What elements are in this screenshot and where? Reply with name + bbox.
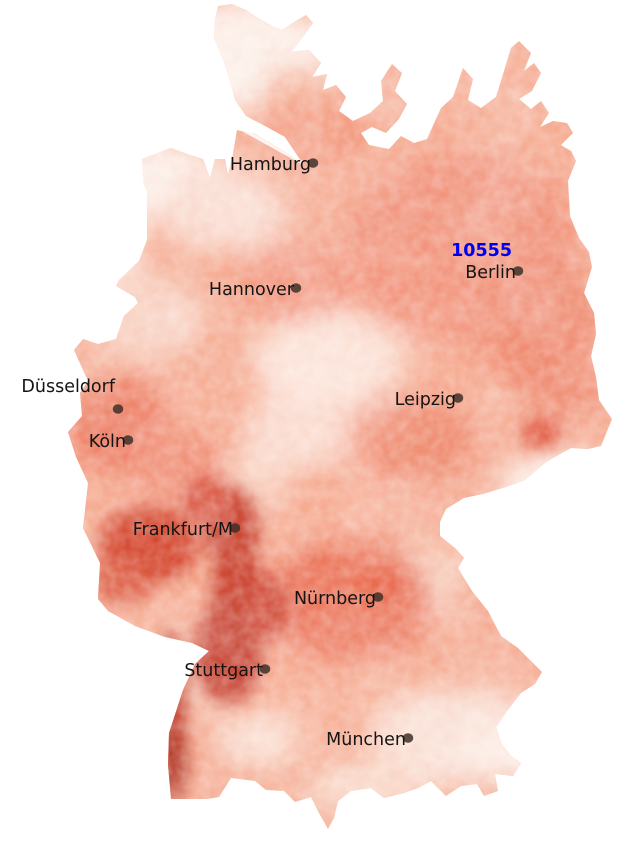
city-label: Nürnberg <box>294 589 376 609</box>
city-layer: Hamburg Berlin Hannover Düsseldorf Köln … <box>21 155 524 750</box>
city-marker <box>372 592 384 602</box>
city-marker <box>512 266 524 276</box>
elbe-river-channel <box>239 126 304 165</box>
city-marker <box>307 158 319 168</box>
city-hamburg: Hamburg <box>230 155 319 175</box>
city-frankfurt: Frankfurt/M <box>133 520 241 540</box>
city-label: Köln <box>89 432 126 452</box>
city-hannover: Hannover <box>209 280 302 300</box>
berlin-value-annotation: 10555 <box>451 241 512 261</box>
city-leipzig: Leipzig <box>395 390 464 410</box>
city-label: Hamburg <box>230 155 311 175</box>
city-marker <box>229 523 241 533</box>
city-marker <box>290 283 302 293</box>
city-berlin: Berlin <box>465 263 524 283</box>
city-marker <box>402 733 414 743</box>
city-label: München <box>326 730 406 750</box>
city-stuttgart: Stuttgart <box>184 661 271 681</box>
city-marker <box>259 664 271 674</box>
city-label: Düsseldorf <box>21 377 115 397</box>
city-koeln: Köln <box>89 432 134 452</box>
city-label: Leipzig <box>395 390 456 410</box>
city-duesseldorf: Düsseldorf <box>21 377 124 414</box>
city-marker <box>452 393 464 403</box>
city-label: Stuttgart <box>184 661 263 681</box>
city-label: Frankfurt/M <box>133 520 233 540</box>
city-marker <box>112 404 124 414</box>
city-marker <box>122 435 134 445</box>
city-label: Hannover <box>209 280 295 300</box>
city-muenchen: München <box>326 730 414 750</box>
city-nuernberg: Nürnberg <box>294 589 384 609</box>
city-label: Berlin <box>465 263 516 283</box>
